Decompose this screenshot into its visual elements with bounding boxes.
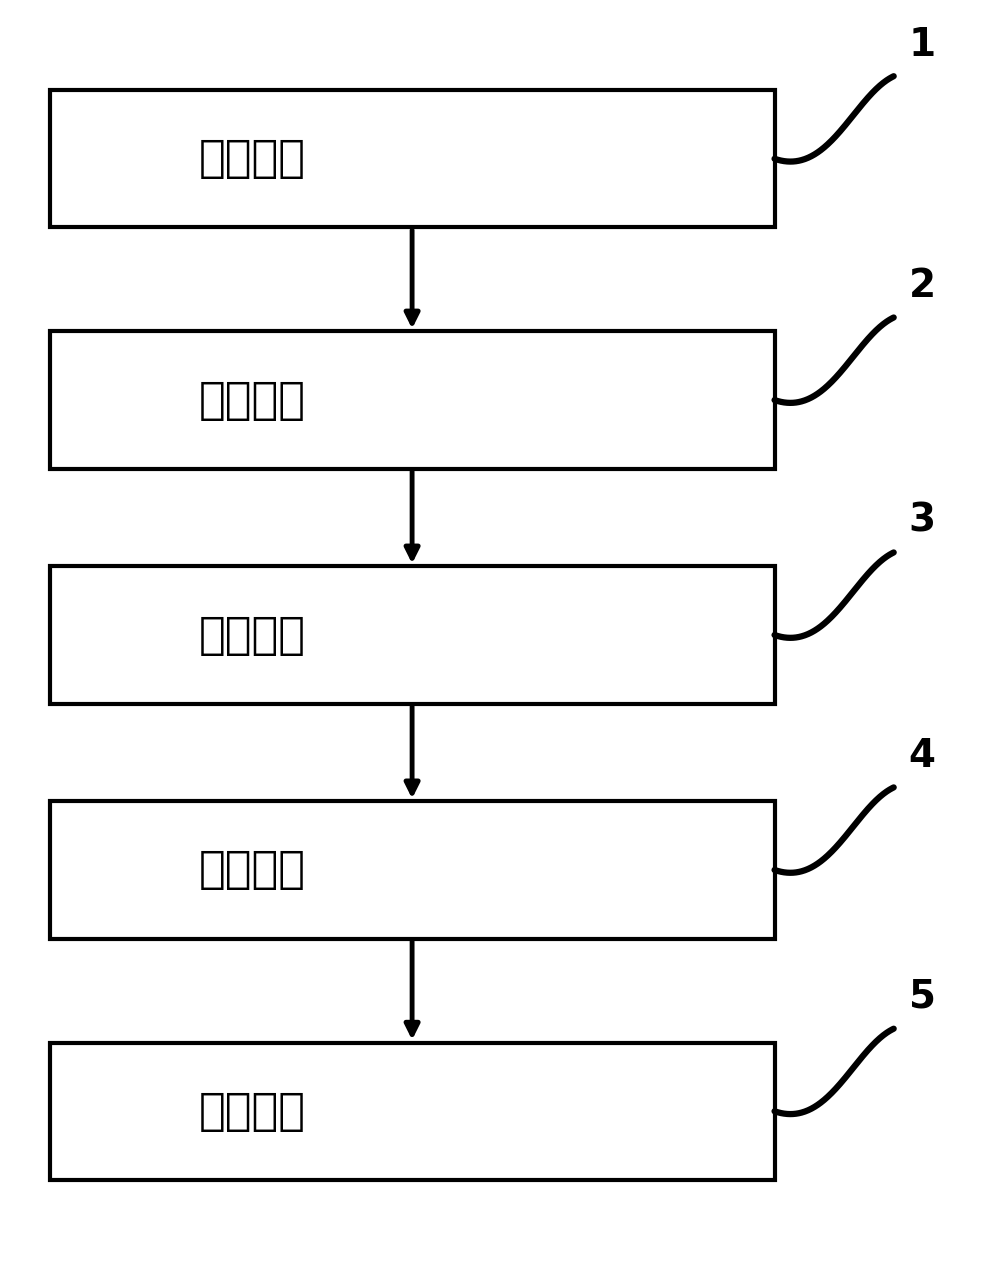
Text: 分割步骤: 分割步骤 — [199, 613, 306, 657]
Bar — [50, 90, 775, 227]
Bar — [50, 1043, 775, 1180]
Bar — [50, 801, 775, 939]
Bar — [50, 331, 775, 469]
Text: 3: 3 — [909, 502, 935, 540]
Text: 整合步骤: 整合步骤 — [199, 1090, 306, 1133]
Bar — [50, 566, 775, 704]
Text: 2: 2 — [909, 267, 935, 305]
Text: 检测步骤: 检测步骤 — [199, 137, 306, 180]
Text: 4: 4 — [909, 737, 935, 775]
Text: 筛选步骤: 筛选步骤 — [199, 378, 306, 422]
Text: 构造步骤: 构造步骤 — [199, 848, 306, 892]
Text: 1: 1 — [909, 25, 935, 64]
Text: 5: 5 — [909, 978, 935, 1016]
